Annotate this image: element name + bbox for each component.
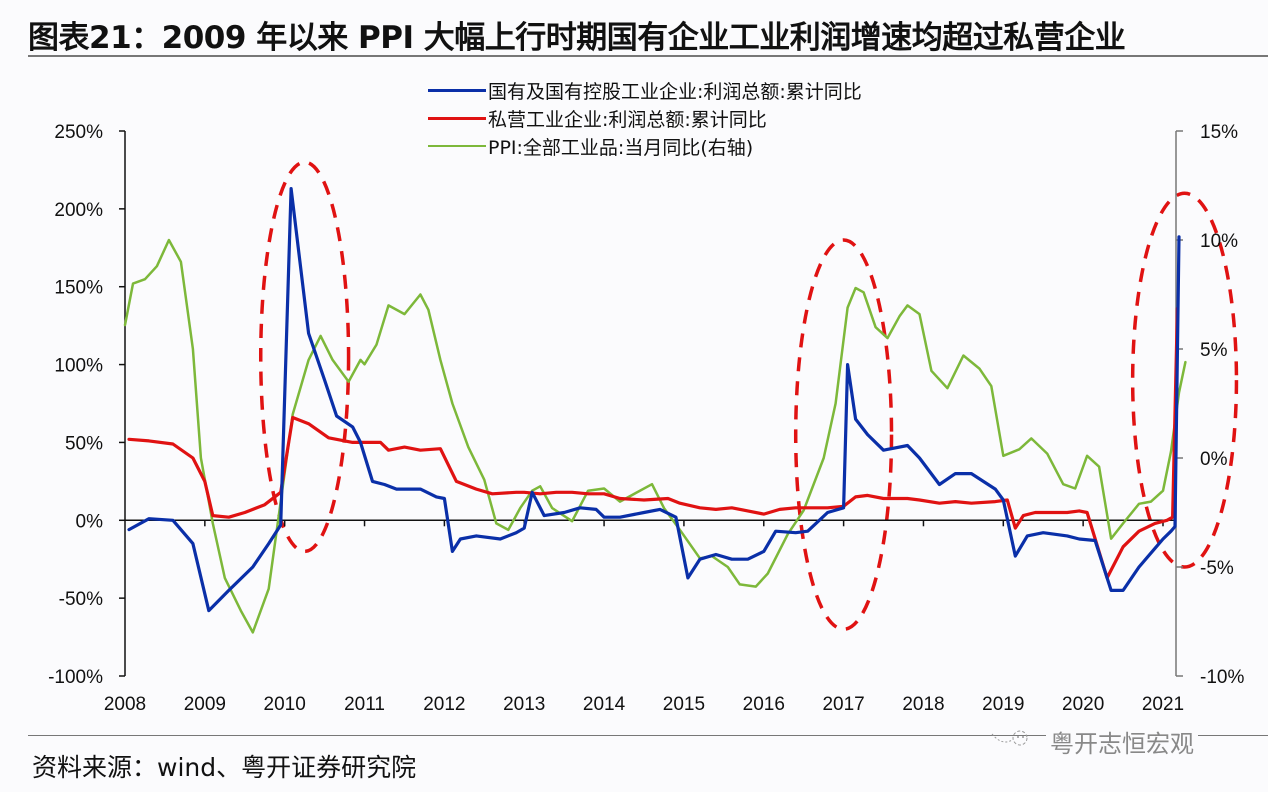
- highlight-ellipse: [258, 160, 351, 554]
- highlight-ellipse: [1130, 191, 1239, 569]
- legend-swatch-red: [428, 116, 486, 120]
- right-y-tick-label: 15%: [1200, 122, 1238, 143]
- left-y-tick-label: 250%: [54, 122, 103, 143]
- x-tick-label: 2008: [104, 694, 146, 715]
- x-tick-label: 2016: [743, 694, 785, 715]
- series-line-private-profit: [127, 306, 1179, 580]
- legend-item-ppi: PPI:全部工业品:当月同比(右轴): [428, 132, 862, 160]
- annotation-layer: [258, 160, 1239, 632]
- legend-item-soe: 国有及国有控股工业企业:利润总额:累计同比: [428, 76, 862, 104]
- right-y-tick-label: -5%: [1200, 558, 1234, 579]
- highlight-ellipse: [793, 238, 894, 632]
- source-divider: [28, 735, 1268, 736]
- x-tick-label: 2013: [503, 694, 545, 715]
- series-layer: [123, 187, 1187, 634]
- legend-label: PPI:全部工业品:当月同比(右轴): [488, 136, 754, 159]
- series-line-soe-profit: [127, 187, 1181, 613]
- left-y-tick-label: 0%: [76, 511, 104, 532]
- left-y-tick-label: 200%: [54, 200, 103, 221]
- legend-swatch-blue: [428, 88, 486, 92]
- x-tick-label: 2021: [1142, 694, 1184, 715]
- left-y-tick-label: 150%: [54, 278, 103, 299]
- right-y-tick-label: 5%: [1200, 340, 1228, 361]
- left-y-tick-label: -100%: [48, 667, 103, 688]
- legend-swatch-green: [428, 145, 486, 147]
- x-tick-label: 2020: [1062, 694, 1104, 715]
- legend: 国有及国有控股工业企业:利润总额:累计同比 私营工业企业:利润总额:累计同比 P…: [428, 76, 862, 160]
- right-y-tick-label: 10%: [1200, 231, 1238, 252]
- x-tick-label: 2014: [583, 694, 626, 715]
- x-tick-label: 2012: [423, 694, 465, 715]
- chart-title: 图表21：2009 年以来 PPI 大幅上行时期国有企业工业利润增速均超过私营企…: [28, 20, 1126, 56]
- source-note: 资料来源：wind、粤开证券研究院: [32, 753, 417, 782]
- x-tick-label: 2017: [822, 694, 864, 715]
- x-tick-label: 2019: [982, 694, 1024, 715]
- right-y-tick-label: -10%: [1200, 667, 1244, 688]
- legend-label: 国有及国有控股工业企业:利润总额:累计同比: [488, 80, 862, 103]
- x-tick-label: 2009: [184, 694, 226, 715]
- x-tick-label: 2010: [264, 694, 306, 715]
- wechat-logo-icon: [991, 730, 1028, 746]
- title-divider: [28, 55, 1268, 57]
- x-tick-label: 2015: [663, 694, 705, 715]
- left-y-tick-label: -50%: [59, 589, 103, 610]
- left-y-tick-label: 100%: [54, 356, 103, 377]
- axes-layer: 250% 200% 150% 100% 50% 0% -50% -100% 15% 10% 5% 0%…: [48, 122, 1244, 715]
- watermark: 粤开志恒宏观: [1046, 724, 1198, 759]
- legend-label: 私营工业企业:利润总额:累计同比: [488, 108, 767, 131]
- left-y-tick-label: 50%: [65, 433, 103, 454]
- x-tick-label: 2018: [902, 694, 944, 715]
- right-y-tick-label: 0%: [1200, 449, 1228, 470]
- legend-item-private: 私营工业企业:利润总额:累计同比: [428, 104, 862, 132]
- x-tick-label: 2011: [344, 694, 385, 715]
